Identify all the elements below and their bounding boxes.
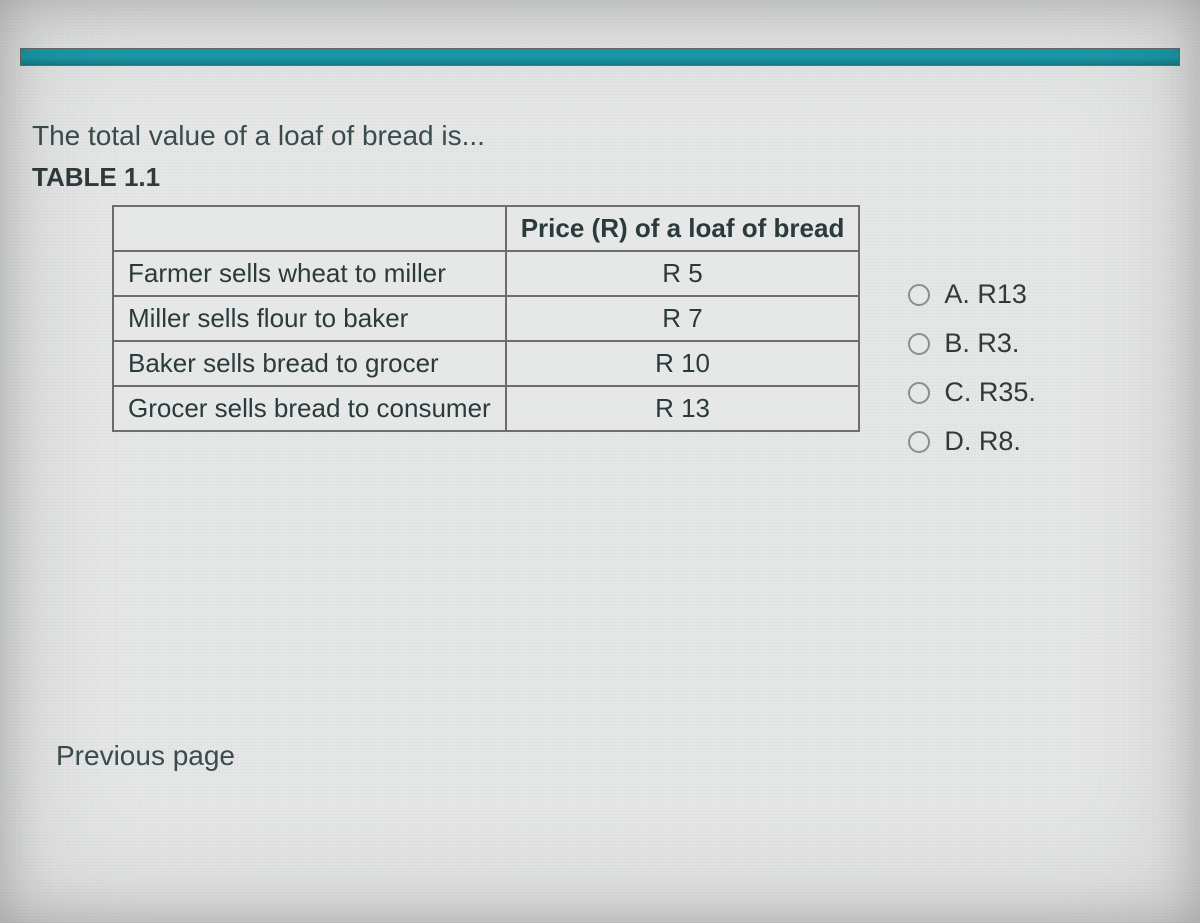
row-label: Grocer sells bread to consumer [113, 386, 506, 431]
option-label: D. R8. [944, 426, 1021, 457]
main-row: Price (R) of a loaf of bread Farmer sell… [32, 205, 1168, 475]
radio-icon [908, 382, 930, 404]
option-label: C. R35. [944, 377, 1036, 408]
table-header-price: Price (R) of a loaf of bread [506, 206, 860, 251]
table-wrap: Price (R) of a loaf of bread Farmer sell… [112, 205, 860, 432]
row-price: R 10 [506, 341, 860, 386]
row-label: Baker sells bread to grocer [113, 341, 506, 386]
quiz-page: The total value of a loaf of bread is...… [0, 0, 1200, 923]
option-a[interactable]: A. R13 [908, 279, 1036, 310]
options-group: A. R13 B. R3. C. R35. D. R8. [908, 205, 1036, 475]
row-label: Miller sells flour to baker [113, 296, 506, 341]
question-prompt: The total value of a loaf of bread is... [32, 120, 1168, 152]
option-label: B. R3. [944, 328, 1019, 359]
table-header-blank [113, 206, 506, 251]
option-b[interactable]: B. R3. [908, 328, 1036, 359]
content-area: The total value of a loaf of bread is...… [32, 120, 1168, 475]
row-price: R 5 [506, 251, 860, 296]
table-row: Grocer sells bread to consumer R 13 [113, 386, 859, 431]
option-d[interactable]: D. R8. [908, 426, 1036, 457]
row-price: R 7 [506, 296, 860, 341]
option-c[interactable]: C. R35. [908, 377, 1036, 408]
table-row: Baker sells bread to grocer R 10 [113, 341, 859, 386]
price-table: Price (R) of a loaf of bread Farmer sell… [112, 205, 860, 432]
previous-page-link[interactable]: Previous page [56, 740, 235, 772]
option-label: A. R13 [944, 279, 1027, 310]
table-header-row: Price (R) of a loaf of bread [113, 206, 859, 251]
radio-icon [908, 333, 930, 355]
top-accent-bar [20, 48, 1180, 66]
table-row: Farmer sells wheat to miller R 5 [113, 251, 859, 296]
radio-icon [908, 431, 930, 453]
row-label: Farmer sells wheat to miller [113, 251, 506, 296]
radio-icon [908, 284, 930, 306]
row-price: R 13 [506, 386, 860, 431]
table-caption: TABLE 1.1 [32, 162, 1168, 193]
table-row: Miller sells flour to baker R 7 [113, 296, 859, 341]
